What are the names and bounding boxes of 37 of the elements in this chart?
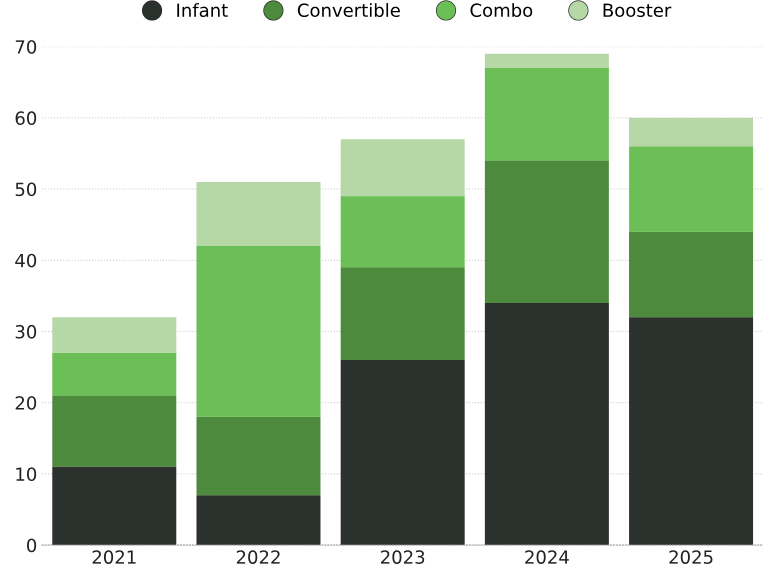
bar — [340, 139, 465, 196]
bar — [196, 416, 320, 496]
bar — [340, 196, 465, 268]
y-tick-label: 30 — [16, 324, 36, 339]
bar — [484, 54, 609, 68]
y-tick-label: 0 — [27, 538, 36, 552]
bar — [340, 360, 465, 546]
x-tick-label: 2023 — [381, 550, 424, 564]
bar — [52, 466, 176, 546]
y-tick-label: 40 — [15, 254, 36, 268]
x-tick-label: 2025 — [669, 550, 712, 564]
x-tick-label: 2021 — [92, 550, 136, 564]
bar — [629, 118, 754, 146]
legend-label: Booster — [604, 4, 672, 18]
y-tick-label: 20 — [16, 396, 36, 410]
y-tick-label: 60 — [16, 111, 36, 125]
bar — [196, 182, 320, 246]
x-tick-label: 2022 — [236, 550, 280, 564]
bar — [629, 232, 754, 318]
x-tick-label: 2024 — [525, 550, 569, 564]
y-tick-label: 10 — [16, 467, 36, 482]
bar — [52, 396, 176, 467]
y-tick-label: 70 — [16, 40, 36, 54]
bar — [484, 68, 609, 161]
legend-label: Infant — [177, 3, 228, 18]
bar — [196, 246, 320, 417]
bar — [484, 302, 609, 546]
bar — [629, 146, 754, 232]
bar — [629, 317, 754, 546]
bar — [52, 317, 176, 353]
bar — [340, 267, 465, 360]
bar — [484, 160, 609, 303]
legend-label: Convertible — [298, 3, 400, 18]
legend-label: Combo — [470, 3, 532, 18]
bar — [52, 352, 176, 396]
bar — [196, 495, 320, 546]
y-tick-label: 50 — [16, 182, 36, 196]
